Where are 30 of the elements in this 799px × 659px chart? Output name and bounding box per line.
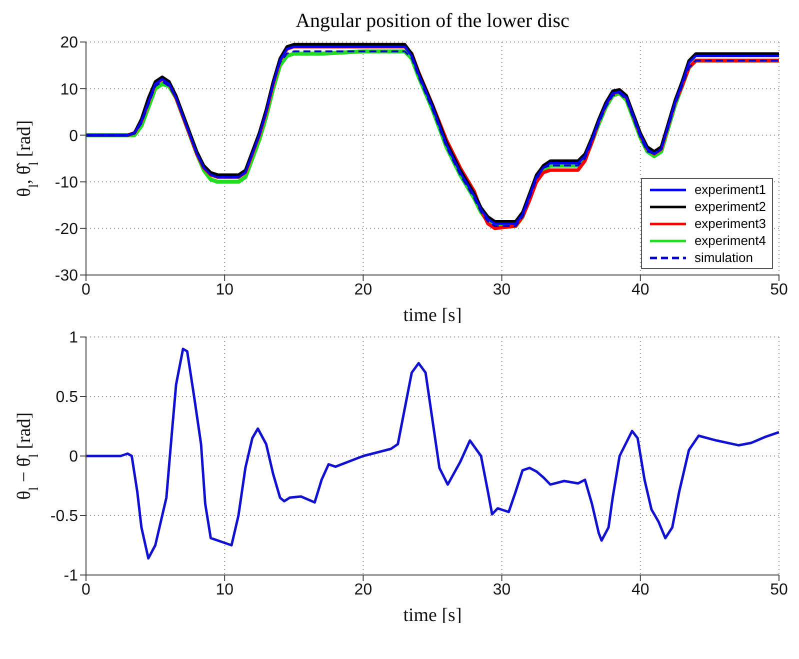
- x-tick-label: 20: [354, 581, 372, 598]
- y-tick-label: 20: [60, 34, 78, 52]
- y-tick-label: 0: [69, 128, 78, 145]
- x-tick-label: 30: [492, 581, 511, 598]
- y-tick-label: -30: [54, 268, 78, 285]
- y-tick-label: 10: [60, 81, 78, 98]
- x-tick-label: 10: [216, 281, 234, 298]
- legend-label: simulation: [694, 249, 753, 266]
- x-tick-label: 50: [770, 281, 788, 298]
- y-tick-label: 0: [69, 448, 78, 466]
- x-tick-label: 0: [82, 581, 91, 598]
- y-tick-label: -20: [54, 221, 78, 238]
- legend-label: experiment1: [694, 181, 766, 198]
- y-tick-label: -10: [54, 174, 78, 192]
- y-tick-label: 1: [69, 330, 78, 347]
- x-tick-label: 40: [632, 581, 650, 598]
- y-tick-label: 0.5: [56, 389, 78, 406]
- legend-label: experiment4: [694, 232, 766, 249]
- x-tick-label: 20: [354, 281, 372, 298]
- x-tick-label: 30: [492, 281, 511, 298]
- x-tick-label: 10: [216, 581, 234, 598]
- y-tick-label: -1: [64, 568, 78, 585]
- x-tick-label: 40: [632, 281, 650, 298]
- chart-title: Angular position of the lower disc: [294, 10, 570, 33]
- x-tick-label: 50: [770, 581, 788, 598]
- line-series: [86, 348, 779, 560]
- legend-label: experiment2: [694, 198, 766, 215]
- legend-label: experiment3: [694, 215, 766, 232]
- y-tick-label: -0.5: [50, 508, 78, 526]
- x-tick-label: 0: [82, 281, 91, 298]
